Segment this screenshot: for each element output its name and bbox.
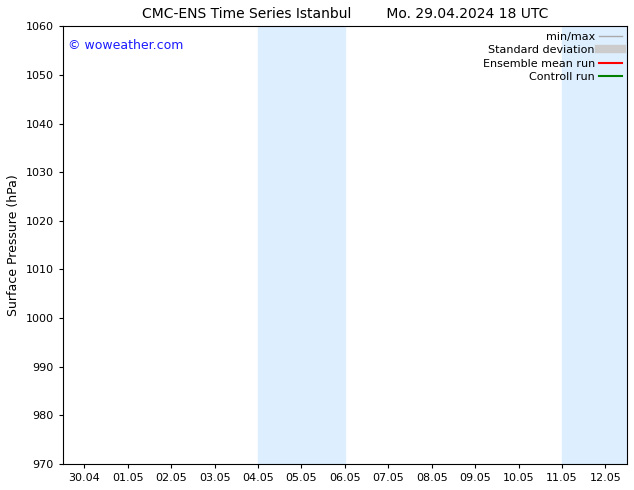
- Legend: min/max, Standard deviation, Ensemble mean run, Controll run: min/max, Standard deviation, Ensemble me…: [482, 32, 621, 82]
- Text: © woweather.com: © woweather.com: [68, 39, 184, 52]
- Bar: [562, 26, 634, 464]
- Y-axis label: Surface Pressure (hPa): Surface Pressure (hPa): [7, 174, 20, 316]
- Title: CMC-ENS Time Series Istanbul        Mo. 29.04.2024 18 UTC: CMC-ENS Time Series Istanbul Mo. 29.04.2…: [141, 7, 548, 21]
- Bar: [258, 26, 345, 464]
